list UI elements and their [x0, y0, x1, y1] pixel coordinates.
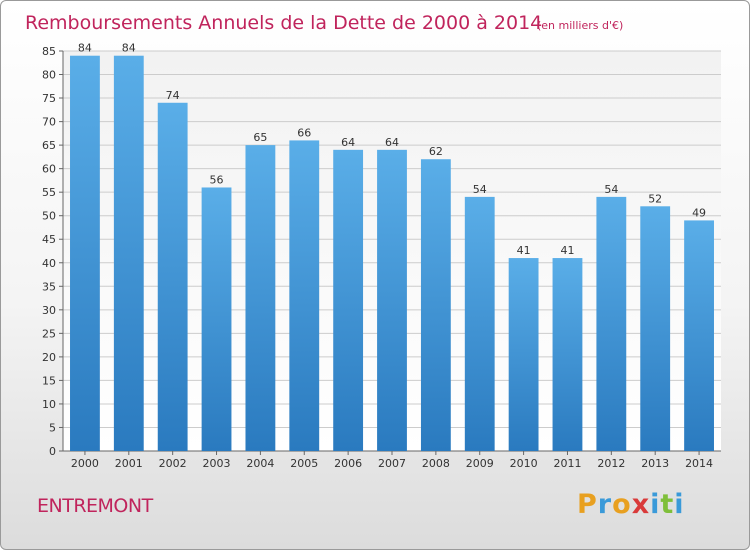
- bar-value-label: 84: [122, 42, 136, 55]
- logo-letter: i: [650, 489, 661, 520]
- bar-2009: [464, 196, 495, 451]
- bar-value-label: 66: [297, 126, 311, 139]
- y-tick-label: 10: [42, 398, 56, 411]
- y-tick-label: 5: [49, 421, 56, 434]
- bar-value-label: 54: [473, 183, 487, 196]
- x-tick-label: 2003: [203, 457, 231, 470]
- bar-2002: [157, 102, 188, 451]
- bar-value-label: 56: [210, 173, 224, 186]
- x-tick-label: 2007: [378, 457, 406, 470]
- bar-2013: [640, 206, 671, 451]
- x-tick-label: 2005: [290, 457, 318, 470]
- bar-2006: [333, 149, 364, 451]
- bar-2011: [552, 258, 583, 451]
- y-tick-label: 60: [42, 163, 56, 176]
- y-tick-label: 55: [42, 186, 56, 199]
- y-tick-label: 35: [42, 280, 56, 293]
- y-tick-label: 45: [42, 233, 56, 246]
- bar-2008: [420, 159, 451, 451]
- bar-2004: [245, 145, 276, 451]
- x-tick-label: 2002: [159, 457, 187, 470]
- logo-letter: t: [660, 489, 675, 520]
- chart-title: Remboursements Annuels de la Dette de 20…: [25, 12, 542, 34]
- bar-value-label: 84: [78, 42, 92, 55]
- bar-value-label: 62: [429, 145, 443, 158]
- bars: 84 84 74 56 65 66 64 64 62 54 41 41 54 52 49: [70, 42, 714, 452]
- bar-value-label: 41: [560, 244, 574, 257]
- logo-letter: i: [674, 489, 685, 520]
- logo-letter: P: [577, 489, 598, 520]
- bar-2001: [113, 55, 144, 452]
- bar-value-label: 41: [517, 244, 531, 257]
- y-tick-label: 25: [42, 327, 56, 340]
- y-tick-label: 20: [42, 351, 56, 364]
- y-axis-ticks: 0 5 10 15 20 25 30 35 40 45 50 55 60 65 70 75 80 85: [42, 45, 63, 458]
- x-tick-label: 2006: [334, 457, 362, 470]
- bar-2000: [70, 55, 100, 452]
- bar-value-label: 49: [692, 206, 706, 219]
- y-tick-label: 0: [49, 445, 56, 458]
- y-tick-label: 30: [42, 304, 56, 317]
- bar-value-label: 64: [341, 136, 355, 149]
- bar-value-label: 65: [253, 131, 267, 144]
- x-axis-ticks: 2000 2001 2002 2003 2004 2005 2006 2007 2008 2009…: [71, 451, 713, 470]
- y-tick-label: 65: [42, 139, 56, 152]
- bar-2014: [684, 220, 714, 451]
- commune-name: ENTREMONT: [37, 495, 153, 517]
- proxiti-logo[interactable]: Proxiti: [577, 489, 685, 520]
- bar-value-label: 52: [648, 192, 662, 205]
- y-tick-label: 15: [42, 374, 56, 387]
- x-tick-label: 2010: [510, 457, 538, 470]
- bar-2012: [596, 196, 627, 451]
- bar-value-label: 64: [385, 136, 399, 149]
- y-tick-label: 85: [42, 45, 56, 58]
- bar-2003: [201, 187, 232, 451]
- x-tick-label: 2008: [422, 457, 450, 470]
- x-tick-label: 2004: [246, 457, 274, 470]
- bar-value-label: 54: [604, 183, 618, 196]
- y-tick-label: 40: [42, 257, 56, 270]
- x-tick-label: 2014: [685, 457, 713, 470]
- y-tick-label: 80: [42, 69, 56, 82]
- x-tick-label: 2001: [115, 457, 143, 470]
- y-tick-label: 70: [42, 116, 56, 129]
- bar-2007: [377, 149, 407, 451]
- logo-letter: x: [631, 489, 651, 520]
- x-tick-label: 2000: [71, 457, 99, 470]
- x-tick-label: 2011: [553, 457, 581, 470]
- logo-letter: o: [612, 489, 632, 520]
- y-tick-label: 75: [42, 92, 56, 105]
- x-tick-label: 2009: [466, 457, 494, 470]
- x-tick-label: 2013: [641, 457, 669, 470]
- chart-unit: (en milliers d'€): [537, 19, 623, 32]
- bar-2010: [508, 258, 539, 451]
- bar-value-label: 74: [166, 89, 180, 102]
- x-tick-label: 2012: [597, 457, 625, 470]
- logo-letter: r: [597, 489, 613, 520]
- y-tick-label: 50: [42, 210, 56, 223]
- bar-2005: [289, 140, 320, 452]
